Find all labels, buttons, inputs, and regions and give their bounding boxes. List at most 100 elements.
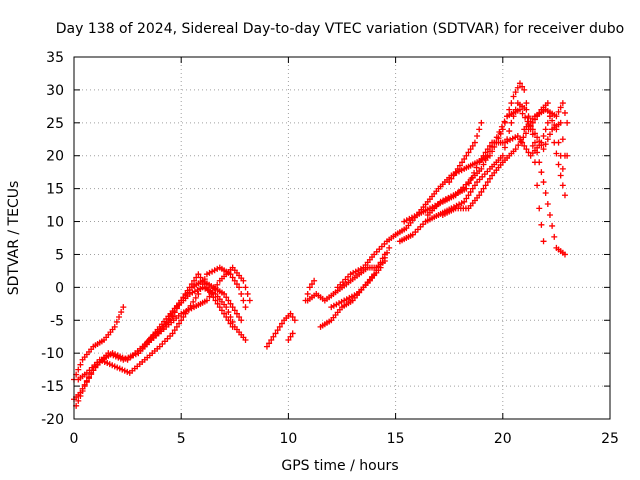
data-point	[83, 379, 90, 386]
data-point	[195, 290, 202, 297]
data-point	[176, 320, 183, 327]
data-point	[233, 310, 240, 317]
data-point	[559, 136, 566, 143]
data-point	[542, 190, 549, 197]
axis-ticks	[73, 56, 611, 420]
data-point	[465, 180, 472, 187]
data-point	[519, 110, 526, 117]
data-point	[384, 249, 391, 256]
data-point	[540, 146, 547, 153]
data-point	[214, 300, 221, 307]
data-point	[186, 284, 193, 291]
data-point	[525, 149, 532, 156]
data-point	[482, 182, 489, 189]
data-point	[482, 157, 489, 164]
data-point	[242, 337, 249, 344]
data-point	[514, 84, 521, 91]
series-track-f	[148, 264, 253, 344]
data-point	[463, 195, 470, 202]
series-track-s	[521, 100, 571, 159]
data-point	[308, 281, 315, 288]
data-point	[549, 126, 556, 133]
data-point	[531, 139, 538, 146]
data-point	[517, 138, 524, 145]
data-point	[227, 320, 234, 327]
data-point	[467, 146, 474, 153]
data-point	[229, 304, 236, 311]
data-point	[211, 285, 218, 292]
data-point	[111, 323, 118, 330]
series-track-m	[392, 80, 547, 245]
data-point	[559, 165, 566, 172]
data-point	[538, 169, 545, 176]
data-point	[225, 317, 232, 324]
data-point	[471, 139, 478, 146]
data-point	[77, 392, 84, 399]
data-point	[86, 375, 93, 382]
series-track-c	[75, 264, 249, 383]
data-point	[468, 175, 475, 182]
data-point	[523, 146, 530, 153]
tick-labels: 0 5 10 15 20 25 -20 -15 -10 -5 0 5 10 15 20 25 30 35	[41, 50, 619, 447]
data-point	[377, 264, 384, 271]
data-point	[544, 119, 551, 126]
data-point	[246, 297, 253, 304]
data-point	[263, 343, 270, 350]
data-point	[231, 307, 238, 314]
data-point	[379, 259, 386, 266]
data-point	[178, 317, 185, 324]
data-point	[209, 289, 216, 296]
data-point	[266, 340, 273, 347]
data-point	[519, 139, 526, 146]
data-point	[553, 113, 560, 120]
data-point	[81, 383, 88, 390]
data-point	[529, 142, 536, 149]
data-point	[561, 192, 568, 199]
data-point	[493, 134, 500, 141]
data-point	[242, 304, 249, 311]
x-tick-label: 15	[387, 431, 405, 447]
x-tick-label: 10	[279, 431, 297, 447]
data-point	[557, 152, 564, 159]
series-track-g	[263, 310, 298, 350]
data-point	[523, 100, 530, 107]
data-point	[289, 313, 296, 320]
data-point	[463, 152, 470, 159]
data-point	[120, 304, 127, 311]
data-point	[508, 119, 515, 126]
data-point	[231, 277, 238, 284]
data-point	[549, 117, 556, 124]
data-point	[546, 211, 553, 218]
data-point	[476, 159, 483, 166]
data-point	[221, 310, 228, 317]
data-point	[474, 132, 481, 139]
grid-lines	[74, 57, 610, 419]
data-point	[238, 290, 245, 297]
data-point	[75, 397, 82, 404]
data-point	[184, 287, 191, 294]
data-point	[522, 114, 529, 121]
data-point	[459, 159, 466, 166]
data-point	[478, 165, 485, 172]
data-points	[71, 80, 571, 409]
y-tick-label: -5	[50, 313, 64, 329]
series-track-r	[446, 119, 485, 186]
data-point	[478, 156, 485, 163]
data-point	[276, 323, 283, 330]
x-tick-label: 20	[494, 431, 512, 447]
data-point	[536, 205, 543, 212]
data-point	[559, 182, 566, 189]
data-point	[521, 142, 528, 149]
data-point	[480, 185, 487, 192]
data-point	[523, 106, 530, 113]
data-point	[561, 109, 568, 116]
data-point	[557, 104, 564, 111]
y-tick-label: 35	[46, 50, 64, 66]
data-point	[171, 327, 178, 334]
data-point	[229, 323, 236, 330]
series-track-d	[71, 304, 127, 383]
data-point	[210, 294, 217, 301]
data-point	[486, 142, 493, 149]
data-point	[225, 309, 232, 316]
